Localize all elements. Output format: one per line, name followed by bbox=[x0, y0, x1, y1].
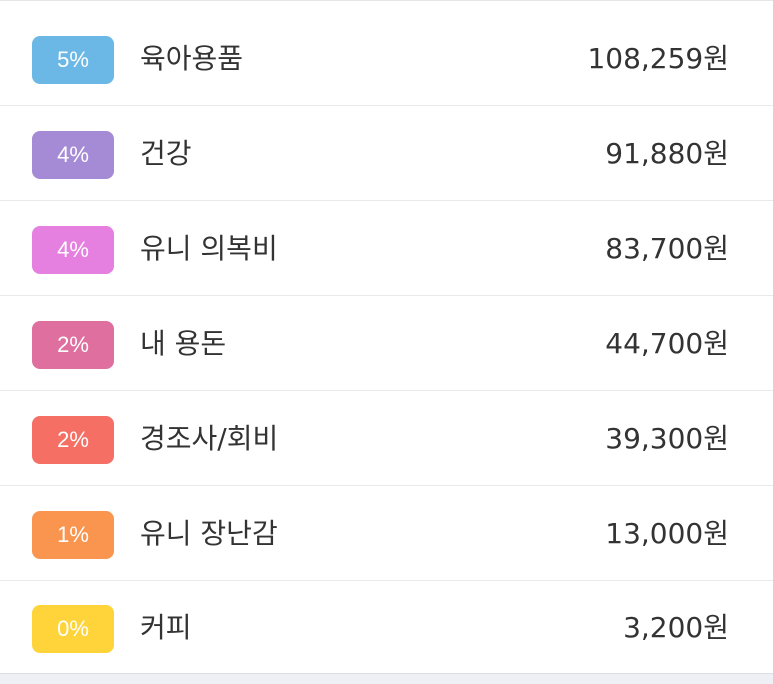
category-name: 경조사/회비 bbox=[140, 422, 279, 455]
category-name: 내 용돈 bbox=[140, 327, 227, 360]
percent-badge: 5% bbox=[32, 36, 114, 84]
category-amount: 83,700원 bbox=[605, 232, 729, 265]
percent-badge: 0% bbox=[32, 605, 114, 653]
category-name: 유니 장난감 bbox=[140, 517, 278, 550]
category-name: 육아용품 bbox=[140, 42, 244, 75]
category-amount: 108,259원 bbox=[587, 42, 729, 75]
category-amount: 91,880원 bbox=[605, 137, 729, 170]
category-name: 건강 bbox=[140, 137, 192, 170]
category-row[interactable]: 2% 경조사/회비 39,300원 bbox=[0, 392, 773, 486]
category-row[interactable]: 4% 건강 91,880원 bbox=[0, 107, 773, 201]
percent-badge: 4% bbox=[32, 131, 114, 179]
category-row[interactable]: 5% 육아용품 108,259원 bbox=[0, 12, 773, 106]
category-amount: 39,300원 bbox=[605, 422, 729, 455]
category-row[interactable]: 2% 내 용돈 44,700원 bbox=[0, 297, 773, 391]
percent-badge: 2% bbox=[32, 321, 114, 369]
category-amount: 3,200원 bbox=[623, 611, 729, 644]
percent-badge: 1% bbox=[32, 511, 114, 559]
category-amount: 13,000원 bbox=[605, 517, 729, 550]
category-amount: 44,700원 bbox=[605, 327, 729, 360]
category-row[interactable]: 4% 유니 의복비 83,700원 bbox=[0, 202, 773, 296]
percent-badge: 4% bbox=[32, 226, 114, 274]
category-row[interactable]: 1% 유니 장난감 13,000원 bbox=[0, 487, 773, 581]
category-row[interactable]: 0% 커피 3,200원 bbox=[0, 581, 773, 675]
category-name: 유니 의복비 bbox=[140, 232, 278, 265]
percent-badge: 2% bbox=[32, 416, 114, 464]
category-name: 커피 bbox=[140, 611, 192, 644]
